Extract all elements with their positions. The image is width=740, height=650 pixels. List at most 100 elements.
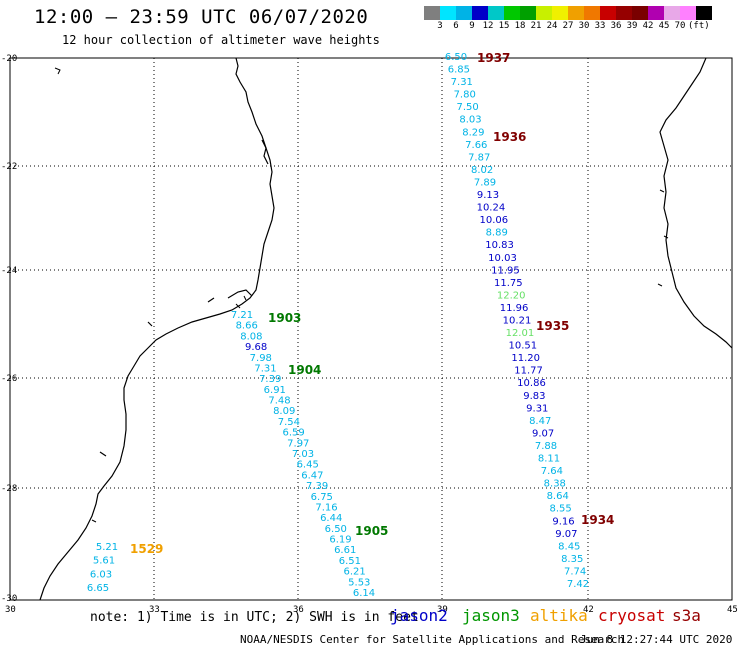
pass-time-label: 1529 <box>130 542 163 556</box>
colorbar-swatch <box>696 6 712 20</box>
colorbar-label: 3 <box>437 21 443 31</box>
wave-height-value: 10.83 <box>485 240 514 251</box>
wave-height-value: 10.51 <box>508 341 537 352</box>
wave-height-value: 8.47 <box>529 416 551 427</box>
wave-height-value: 7.66 <box>465 140 487 151</box>
wave-height-value: 6.75 <box>311 492 333 503</box>
wave-height-value: 9.31 <box>526 403 548 414</box>
wave-height-value: 6.47 <box>301 470 323 481</box>
colorbar-label: 39 <box>626 21 638 31</box>
wave-height-value: 8.09 <box>273 406 295 417</box>
colorbar-label: 33 <box>594 21 606 31</box>
madagascar-coastline <box>659 57 733 349</box>
colorbar-swatch <box>472 6 488 20</box>
wave-height-value: 7.54 <box>278 417 300 428</box>
wave-height-value: 6.14 <box>353 588 375 599</box>
wave-height-value: 8.11 <box>538 454 560 465</box>
wave-height-value: 7.74 <box>564 567 586 578</box>
wave-height-value: 7.31 <box>451 77 473 88</box>
pass-time-label: 1905 <box>355 524 388 538</box>
coastline-bay <box>99 139 269 457</box>
colorbar-swatch <box>488 6 504 20</box>
wave-height-value: 6.50 <box>325 524 347 535</box>
wave-height-value: 9.07 <box>532 428 554 439</box>
colorbar-swatch <box>424 6 440 20</box>
colorbar-label: 70 <box>674 21 686 31</box>
wave-height-value: 7.39 <box>259 374 281 385</box>
pass-time-label: 1904 <box>288 363 321 377</box>
wave-height-value: 6.19 <box>329 535 351 546</box>
colorbar-swatch <box>648 6 664 20</box>
wave-height-value: 11.75 <box>494 278 523 289</box>
wave-height-value: 11.20 <box>511 353 540 364</box>
wave-height-value: 7.89 <box>474 178 496 189</box>
longitude-tick-label: 36 <box>293 605 304 615</box>
colorbar-label: 36 <box>610 21 622 31</box>
latitude-tick-label: -28 <box>1 484 17 494</box>
colorbar-swatch <box>616 6 632 20</box>
wave-height-value: 7.98 <box>250 353 272 364</box>
wave-height-value: 8.29 <box>462 127 484 138</box>
wave-height-value: 10.03 <box>488 253 517 264</box>
wave-height-value: 8.64 <box>547 491 569 502</box>
wave-height-value: 6.45 <box>297 460 319 471</box>
altimeter-tracks: 6.506.857.317.807.508.038.297.667.878.02… <box>87 52 589 599</box>
colorbar-swatch <box>440 6 456 20</box>
wave-height-value: 10.21 <box>503 316 532 327</box>
colorbar-label: 12 <box>482 21 494 31</box>
wave-height-value: 9.83 <box>523 391 545 402</box>
units-note: note: 1) Time is in UTC; 2) SWH is in fe… <box>90 610 419 625</box>
longitude-tick-label: 33 <box>149 605 160 615</box>
wave-height-value: 8.35 <box>561 554 583 565</box>
map-frame <box>9 57 733 601</box>
wave-height-value: 8.08 <box>240 331 262 342</box>
wave-height-value: 7.16 <box>315 503 337 514</box>
wave-height-value: 8.89 <box>486 228 508 239</box>
wave-height-value: 8.38 <box>544 479 566 490</box>
wave-height-value: 8.02 <box>471 165 493 176</box>
wave-height-value: 7.42 <box>567 579 589 590</box>
wave-height-value: 7.48 <box>268 396 290 407</box>
pass-time-label: 1937 <box>477 51 510 65</box>
colorbar-label: 42 <box>642 21 654 31</box>
wave-height-value: 9.16 <box>552 516 574 527</box>
longitude-tick-label: 45 <box>727 605 738 615</box>
latitude-tick-label: -22 <box>1 162 17 172</box>
wave-height-value: 6.21 <box>343 567 365 578</box>
colorbar-label: 21 <box>530 21 542 31</box>
pass-time-label: 1935 <box>536 319 569 333</box>
wave-height-value: 7.87 <box>468 152 490 163</box>
wave-height-value: 7.31 <box>254 364 276 375</box>
wave-height-value: 12.20 <box>497 290 526 301</box>
wave-height-colorbar <box>424 6 712 20</box>
colorbar-swatch <box>600 6 616 20</box>
colorbar-swatch <box>632 6 648 20</box>
colorbar-swatch <box>584 6 600 20</box>
colorbar-label: 6 <box>453 21 459 31</box>
latitude-tick-label: -30 <box>1 594 17 604</box>
pass-time-label: 1903 <box>268 311 301 325</box>
wave-height-value: 7.03 <box>292 449 314 460</box>
wave-height-value: 10.86 <box>517 378 546 389</box>
pass-time-label: 1934 <box>581 513 614 527</box>
wave-height-value: 7.21 <box>231 310 253 321</box>
colorbar-label: 24 <box>546 21 558 31</box>
wave-height-value: 7.97 <box>287 438 309 449</box>
colorbar-label: 9 <box>469 21 475 31</box>
wave-height-value: 6.59 <box>282 428 304 439</box>
legend-cryosat: cryosat <box>598 606 666 625</box>
pass-labels: 1937 1936 1935 1934 1903 1904 1905 1529 <box>130 51 614 556</box>
longitude-tick-label: 30 <box>5 605 16 615</box>
wave-height-value: 6.51 <box>339 556 361 567</box>
wave-height-value: 6.44 <box>320 513 342 524</box>
wave-height-value: 5.61 <box>93 556 115 567</box>
colorbar-swatch <box>664 6 680 20</box>
wave-height-value: 11.77 <box>514 366 543 377</box>
map-subtitle: 12 hour collection of altimeter wave hei… <box>62 33 380 47</box>
wave-height-value: 7.88 <box>535 441 557 452</box>
credit-line: NOAA/NESDIS Center for Satellite Applica… <box>240 633 625 646</box>
colorbar-label: 45 <box>658 21 670 31</box>
colorbar-swatch <box>536 6 552 20</box>
